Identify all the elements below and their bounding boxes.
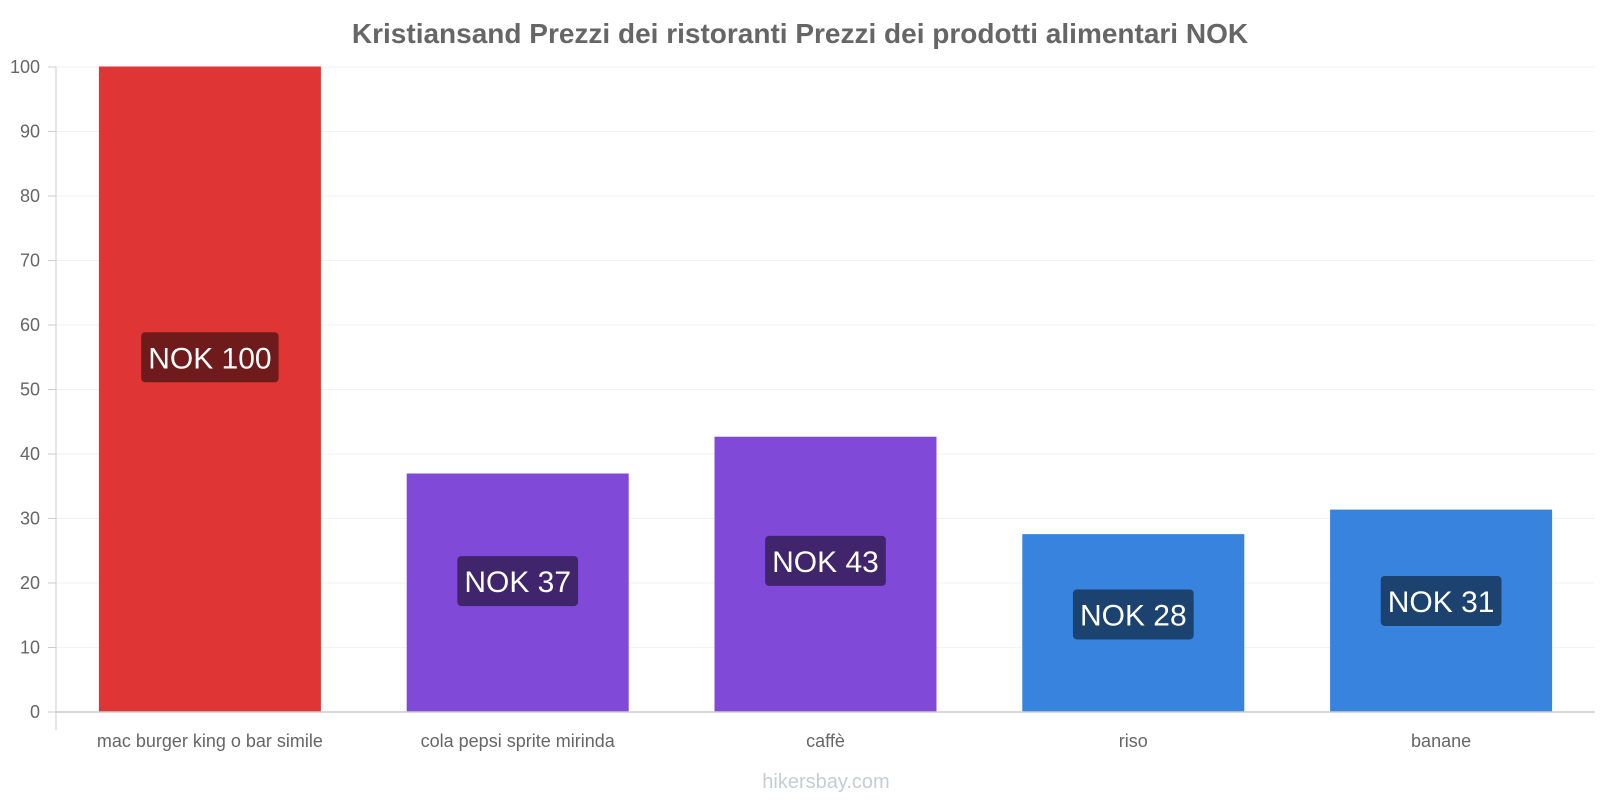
y-tick-label: 50 <box>20 380 40 400</box>
x-tick-label: mac burger king o bar simile <box>97 731 323 751</box>
x-tick-label: banane <box>1411 731 1471 751</box>
y-tick-label: 30 <box>20 509 40 529</box>
y-tick-label: 70 <box>20 251 40 271</box>
x-tick-label: cola pepsi sprite mirinda <box>421 731 616 751</box>
data-label: NOK 100 <box>148 342 271 375</box>
data-label-background <box>765 535 886 586</box>
axes <box>55 67 1595 730</box>
data-label-background <box>1072 589 1194 640</box>
y-tick-label: 60 <box>20 315 40 335</box>
x-tick-label: riso <box>1119 731 1148 751</box>
x-tick-label: caffè <box>806 731 845 751</box>
y-tick-label: 20 <box>20 573 40 593</box>
y-tick-label: 40 <box>20 444 40 464</box>
y-tick-label: 0 <box>30 702 40 722</box>
data-label: NOK 43 <box>772 546 879 579</box>
data-label-background <box>141 332 279 383</box>
y-tick-label: 100 <box>10 57 40 77</box>
footer-credit: hikersbay.com <box>762 771 889 793</box>
data-label: NOK 28 <box>1080 599 1187 632</box>
y-tick-label: 10 <box>20 638 40 658</box>
chart-title: Kristiansand Prezzi dei ristoranti Prezz… <box>352 18 1248 49</box>
y-tick-label: 90 <box>20 122 40 142</box>
y-tick-label: 80 <box>20 186 40 206</box>
bars: NOK 100 NOK 37 NOK 43 NOK 28 NOK 31 <box>98 66 1553 713</box>
data-label-background <box>457 556 579 607</box>
bar <box>98 66 321 713</box>
x-axis-labels: mac burger king o bar simile cola pepsi s… <box>97 731 1471 751</box>
data-label: NOK 31 <box>1388 586 1495 619</box>
data-label-background <box>1380 575 1502 626</box>
data-label: NOK 37 <box>464 566 571 599</box>
y-axis-ticks: 0 10 20 30 40 50 60 70 80 90 100 <box>10 57 56 722</box>
